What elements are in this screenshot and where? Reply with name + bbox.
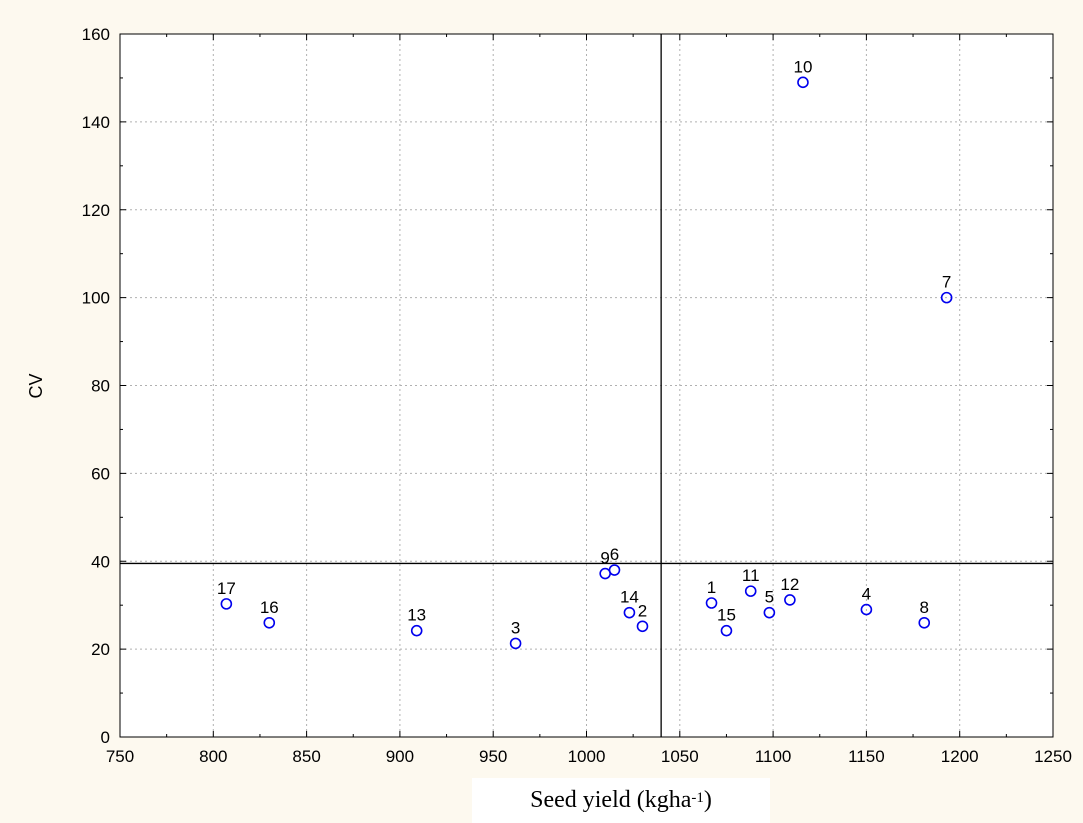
point-label: 3: [511, 618, 520, 637]
x-tick-label: 750: [106, 747, 134, 766]
x-axis-label: Seed yield (kgha -1): [472, 778, 770, 823]
y-tick-label: 40: [91, 552, 110, 571]
x-tick-label: 1250: [1034, 747, 1072, 766]
x-tick-label: 1150: [848, 747, 885, 766]
data-point: [797, 76, 809, 89]
x-tick-label: 1050: [661, 747, 699, 766]
x-axis-label-superscript: -1: [691, 790, 704, 806]
data-point: [763, 606, 776, 619]
grid-layer: [120, 34, 1053, 737]
data-point: [509, 637, 522, 650]
point-label: 13: [407, 606, 426, 625]
x-tick-labels: 750 800 850 900 950 1000 1050 1100 1150 1200 1250: [106, 747, 1072, 766]
x-tick-label: 800: [199, 747, 227, 766]
data-point: [918, 616, 931, 629]
point-label: 4: [862, 585, 871, 604]
data-point: [410, 624, 423, 637]
y-tick-label: 60: [91, 464, 110, 483]
y-tick-label: 100: [82, 289, 110, 308]
x-tick-label: 1100: [755, 747, 792, 766]
tick-marks: [119, 33, 1054, 738]
y-tick-label: 140: [82, 113, 110, 132]
point-label: 14: [620, 588, 639, 607]
y-tick-label: 80: [91, 377, 110, 396]
point-label: 15: [717, 606, 736, 625]
data-point: [623, 606, 636, 619]
y-tick-label: 0: [101, 728, 110, 747]
point-label: 17: [217, 579, 236, 598]
data-point: [744, 585, 757, 597]
data-point: [599, 567, 611, 580]
y-tick-label: 20: [91, 640, 110, 659]
point-label: 5: [765, 588, 774, 607]
data-point: [220, 598, 233, 610]
data-point: [263, 616, 276, 629]
data-point: [860, 603, 873, 616]
point-label: 9: [600, 549, 609, 568]
data-point: [720, 624, 733, 637]
point-label: 1: [707, 578, 716, 597]
y-tick-label: 160: [82, 25, 110, 44]
point-label: 6: [610, 545, 619, 564]
data-point: [940, 291, 953, 304]
x-tick-label: 900: [386, 747, 414, 766]
x-tick-label: 950: [479, 747, 507, 766]
x-axis-label-close: ): [703, 787, 712, 813]
point-label: 7: [942, 273, 951, 292]
y-axis-label: CV: [26, 373, 46, 398]
x-tick-label: 1000: [568, 747, 606, 766]
reference-lines: [120, 34, 1053, 737]
point-label: 2: [638, 601, 647, 620]
data-point: [705, 597, 718, 609]
point-label: 10: [793, 57, 812, 76]
x-tick-label: 1200: [941, 747, 979, 766]
point-label: 8: [920, 598, 929, 617]
point-label: 12: [780, 575, 799, 594]
y-tick-label: 120: [82, 201, 110, 220]
data-point: [636, 620, 649, 633]
point-label: 16: [260, 598, 279, 617]
x-axis-label-main: Seed yield (kgha: [530, 787, 692, 813]
data-point: [784, 594, 796, 606]
y-tick-labels: 0 20 40 60 80 100 120 140 160: [82, 25, 110, 747]
x-tick-label: 850: [292, 747, 320, 766]
point-label: 11: [742, 566, 760, 585]
